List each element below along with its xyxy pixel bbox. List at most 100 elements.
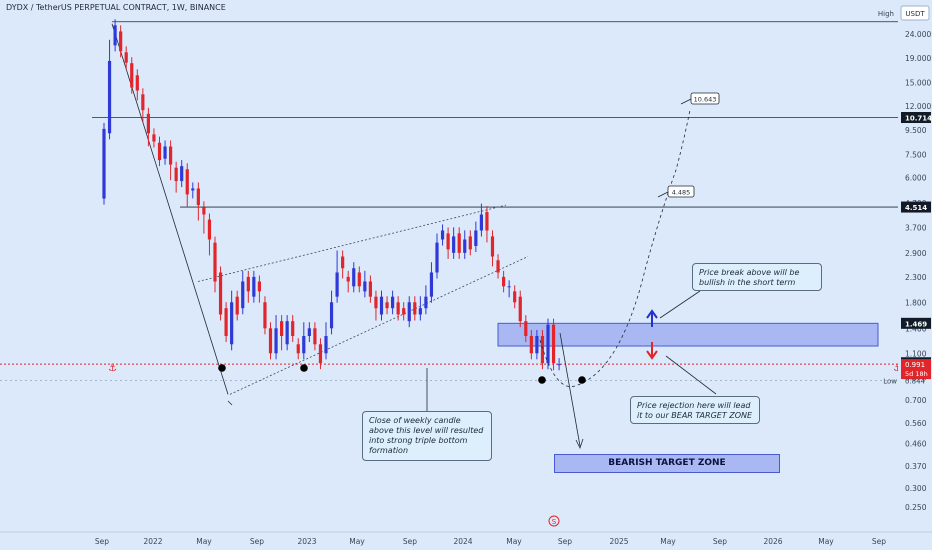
triple-bottom-note: Close of weekly candle above this level …	[362, 411, 492, 461]
support-zone-box	[497, 322, 879, 347]
candle-body	[196, 188, 200, 206]
candle-body	[263, 302, 267, 329]
y-tick-label: 9.500	[905, 126, 927, 135]
low-label: Low	[883, 378, 897, 386]
candle-body	[174, 167, 178, 182]
time-axis: Sep 2022 May Sep 2023 May Sep 2024 May Sep 2025 May…	[0, 531, 932, 546]
x-tick-label: May	[196, 537, 212, 546]
candle-body	[102, 128, 106, 199]
event-icon	[548, 515, 560, 527]
candle-body	[157, 142, 162, 161]
x-tick-label: May	[506, 537, 522, 546]
wedge-upper-line	[197, 204, 507, 282]
candle-body	[307, 328, 311, 336]
candle-body	[280, 321, 284, 336]
bottom-marker	[300, 364, 308, 372]
anchor-icon: ⚓	[893, 363, 902, 374]
y-tick-label: 0.700	[905, 396, 927, 405]
candle-body	[302, 335, 306, 354]
y-tick-label: 3.700	[905, 224, 927, 233]
x-tick-label: May	[660, 537, 676, 546]
candle-body	[224, 308, 228, 336]
bottom-marker	[218, 364, 226, 372]
candle-body	[557, 364, 561, 366]
level-badge-label: 1.469	[905, 320, 927, 328]
candle-body	[230, 302, 234, 345]
projection-curve	[539, 109, 691, 388]
wedge-lower-line	[229, 256, 529, 395]
level-badge	[901, 201, 931, 213]
candle-body	[235, 296, 239, 315]
y-tick-label: 19.000	[905, 54, 931, 63]
y-tick-label: 0.300	[905, 484, 927, 493]
candle-body	[385, 302, 389, 309]
y-tick-label: 2.300	[905, 273, 927, 282]
candle-body	[207, 219, 212, 240]
low-value: 0.844	[905, 378, 926, 386]
x-tick-label: 2023	[297, 537, 316, 546]
candle-body	[474, 230, 478, 246]
candle-body	[324, 335, 328, 354]
candle-body	[352, 268, 356, 287]
candle-body	[379, 296, 384, 315]
x-tick-label: Sep	[872, 537, 886, 546]
candle-body	[396, 302, 400, 315]
candle-body	[479, 214, 483, 231]
x-tick-label: 2025	[609, 537, 628, 546]
x-tick-label: 2022	[143, 537, 162, 546]
candle-body	[435, 242, 439, 273]
candle-body	[341, 256, 345, 269]
y-tick-label: 0.250	[905, 503, 927, 512]
candle-body	[124, 52, 128, 63]
candle-body	[335, 272, 339, 297]
x-tick-label: Sep	[95, 537, 109, 546]
candles-layer	[102, 19, 561, 371]
candle-body	[180, 166, 184, 182]
level-badge	[901, 317, 931, 329]
candle-body	[529, 335, 533, 354]
candle-body	[268, 328, 273, 354]
projection-label-box	[690, 92, 720, 105]
candle-body	[513, 291, 517, 303]
candle-body	[191, 188, 195, 191]
candle-body	[313, 328, 317, 345]
candle-body	[241, 281, 245, 309]
y-tick-label: 24.000	[905, 30, 931, 39]
y-tick-label: 6.000	[905, 174, 927, 183]
candle-body	[146, 113, 150, 134]
candle-body	[346, 276, 350, 282]
candle-body	[246, 276, 250, 292]
x-tick-label: Sep	[403, 537, 417, 546]
candle-body	[213, 242, 217, 282]
candle-body	[429, 272, 434, 297]
x-tick-label: Sep	[713, 537, 727, 546]
candle-body	[485, 212, 489, 231]
candle-body	[524, 321, 528, 336]
bullish-arrow-head	[646, 309, 658, 319]
candle-body	[446, 233, 450, 250]
candle-body	[452, 236, 456, 253]
candle-body	[202, 207, 206, 215]
y-tick-label: 0.370	[905, 462, 927, 471]
bullish-pointer	[659, 290, 701, 319]
level-badge-label: 10.714	[905, 115, 932, 123]
level-lines	[0, 21, 898, 382]
y-tick-label: 15.000	[905, 79, 931, 88]
candle-body	[135, 75, 139, 91]
candle-body	[141, 94, 145, 111]
trend-arrow	[227, 400, 233, 406]
candle-body	[391, 296, 395, 309]
candle-body	[329, 302, 334, 329]
candle-body	[402, 308, 406, 315]
y-tick-label: 1.100	[905, 349, 927, 358]
countdown-label: 5d 18h	[905, 370, 928, 378]
candle-body	[507, 286, 511, 288]
candle-body	[540, 335, 545, 364]
candle-body	[285, 321, 289, 345]
anchor-icon: ⚓	[108, 363, 117, 374]
candle-body	[463, 239, 467, 253]
candle-body	[440, 230, 445, 240]
candle-body	[457, 233, 461, 253]
bearish-arrow-head	[646, 350, 658, 360]
bearish-target-zone: BEARISH TARGET ZONE	[554, 454, 780, 473]
